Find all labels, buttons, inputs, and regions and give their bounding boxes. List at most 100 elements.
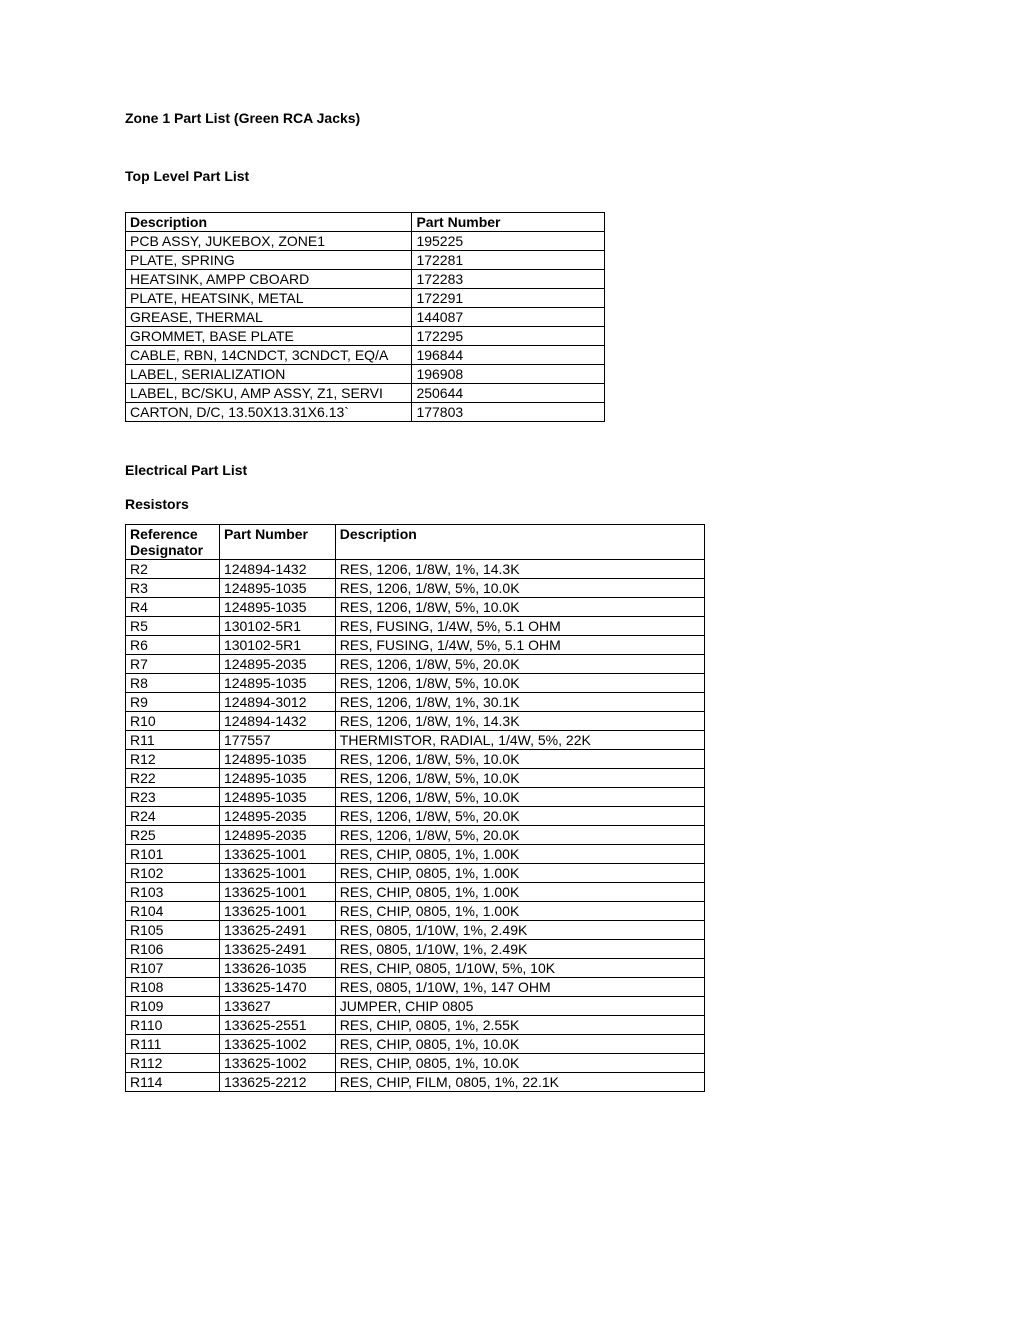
table-cell: R4 [126, 598, 220, 617]
table-cell: RES, 1206, 1/8W, 5%, 10.0K [335, 579, 704, 598]
resistors-heading: Resistors [125, 496, 895, 512]
table-cell: PCB ASSY, JUKEBOX, ZONE1 [126, 232, 412, 251]
table-cell: PLATE, HEATSINK, METAL [126, 289, 412, 308]
table-cell: R8 [126, 674, 220, 693]
table-cell: R110 [126, 1016, 220, 1035]
table-cell: RES, 1206, 1/8W, 1%, 14.3K [335, 712, 704, 731]
table-cell: 133625-1001 [219, 864, 335, 883]
table-cell: 250644 [412, 384, 605, 403]
table-cell: RES, 0805, 1/10W, 1%, 2.49K [335, 921, 704, 940]
table-cell: RES, CHIP, 0805, 1%, 1.00K [335, 845, 704, 864]
table-row: R24124895-2035RES, 1206, 1/8W, 5%, 20.0K [126, 807, 705, 826]
table-cell: R102 [126, 864, 220, 883]
table-cell: GREASE, THERMAL [126, 308, 412, 327]
table-cell: 195225 [412, 232, 605, 251]
table-cell: 133625-1001 [219, 845, 335, 864]
table-row: R5130102-5R1RES, FUSING, 1/4W, 5%, 5.1 O… [126, 617, 705, 636]
table-cell: RES, CHIP, 0805, 1%, 1.00K [335, 902, 704, 921]
table-cell: JUMPER, CHIP 0805 [335, 997, 704, 1016]
table-row: R109133627JUMPER, CHIP 0805 [126, 997, 705, 1016]
table-cell: R104 [126, 902, 220, 921]
table-cell: R23 [126, 788, 220, 807]
table-cell: 133625-1470 [219, 978, 335, 997]
table-row: R10124894-1432RES, 1206, 1/8W, 1%, 14.3K [126, 712, 705, 731]
table-cell: 133626-1035 [219, 959, 335, 978]
table-cell: RES, 1206, 1/8W, 5%, 10.0K [335, 674, 704, 693]
table-cell: 133625-1002 [219, 1035, 335, 1054]
electrical-heading: Electrical Part List [125, 462, 895, 478]
table-row: CARTON, D/C, 13.50X13.31X6.13`177803 [126, 403, 605, 422]
table-row: R4124895-1035RES, 1206, 1/8W, 5%, 10.0K [126, 598, 705, 617]
table-cell: 133625-1001 [219, 883, 335, 902]
table-row: R106133625-2491RES, 0805, 1/10W, 1%, 2.4… [126, 940, 705, 959]
table-row: R12124895-1035RES, 1206, 1/8W, 5%, 10.0K [126, 750, 705, 769]
page-title: Zone 1 Part List (Green RCA Jacks) [125, 110, 895, 126]
table-cell: GROMMET, BASE PLATE [126, 327, 412, 346]
spacer [125, 126, 895, 168]
table-cell: 133625-2491 [219, 940, 335, 959]
table-cell: R103 [126, 883, 220, 902]
table-cell: THERMISTOR, RADIAL, 1/4W, 5%, 22K [335, 731, 704, 750]
table-cell: 130102-5R1 [219, 636, 335, 655]
table-cell: RES, CHIP, 0805, 1%, 1.00K [335, 883, 704, 902]
table-row: R8124895-1035RES, 1206, 1/8W, 5%, 10.0K [126, 674, 705, 693]
table-cell: 144087 [412, 308, 605, 327]
table-header-row: Reference Designator Part Number Descrip… [126, 525, 705, 560]
table-cell: RES, 1206, 1/8W, 5%, 10.0K [335, 769, 704, 788]
table-cell: 124895-2035 [219, 807, 335, 826]
table-row: R9124894-3012RES, 1206, 1/8W, 1%, 30.1K [126, 693, 705, 712]
table-row: R104133625-1001RES, CHIP, 0805, 1%, 1.00… [126, 902, 705, 921]
table-cell: 124895-1035 [219, 750, 335, 769]
table-cell: RES, 1206, 1/8W, 5%, 20.0K [335, 826, 704, 845]
table-cell: 124895-1035 [219, 579, 335, 598]
col-header-description: Description [126, 213, 412, 232]
table-cell: CARTON, D/C, 13.50X13.31X6.13` [126, 403, 412, 422]
table-cell: 124894-1432 [219, 560, 335, 579]
table-cell: 172295 [412, 327, 605, 346]
table-row: R25124895-2035RES, 1206, 1/8W, 5%, 20.0K [126, 826, 705, 845]
table-cell: R108 [126, 978, 220, 997]
table-cell: RES, 0805, 1/10W, 1%, 2.49K [335, 940, 704, 959]
table-row: R108133625-1470RES, 0805, 1/10W, 1%, 147… [126, 978, 705, 997]
table-row: LABEL, BC/SKU, AMP ASSY, Z1, SERVI250644 [126, 384, 605, 403]
table-cell: R112 [126, 1054, 220, 1073]
table-cell: 172283 [412, 270, 605, 289]
table-cell: 124895-1035 [219, 769, 335, 788]
table-cell: PLATE, SPRING [126, 251, 412, 270]
table-row: GROMMET, BASE PLATE172295 [126, 327, 605, 346]
table-cell: 124895-2035 [219, 826, 335, 845]
table-cell: R22 [126, 769, 220, 788]
table-cell: 130102-5R1 [219, 617, 335, 636]
table-cell: R106 [126, 940, 220, 959]
table-cell: R105 [126, 921, 220, 940]
table-row: R11177557THERMISTOR, RADIAL, 1/4W, 5%, 2… [126, 731, 705, 750]
table-cell: R101 [126, 845, 220, 864]
table-row: R102133625-1001RES, CHIP, 0805, 1%, 1.00… [126, 864, 705, 883]
table-cell: R111 [126, 1035, 220, 1054]
table-row: LABEL, SERIALIZATION196908 [126, 365, 605, 384]
table-cell: 124894-1432 [219, 712, 335, 731]
table-cell: 124894-3012 [219, 693, 335, 712]
table-cell: 133625-2551 [219, 1016, 335, 1035]
table-row: R6130102-5R1RES, FUSING, 1/4W, 5%, 5.1 O… [126, 636, 705, 655]
table-cell: RES, 1206, 1/8W, 1%, 30.1K [335, 693, 704, 712]
table-cell: 133625-1002 [219, 1054, 335, 1073]
table-cell: R109 [126, 997, 220, 1016]
table-cell: R2 [126, 560, 220, 579]
table-cell: RES, CHIP, FILM, 0805, 1%, 22.1K [335, 1073, 704, 1092]
table-row: R110133625-2551RES, CHIP, 0805, 1%, 2.55… [126, 1016, 705, 1035]
table-cell: 172291 [412, 289, 605, 308]
table-row: R7124895-2035RES, 1206, 1/8W, 5%, 20.0K [126, 655, 705, 674]
table-cell: 133625-1001 [219, 902, 335, 921]
table-cell: RES, 1206, 1/8W, 5%, 20.0K [335, 807, 704, 826]
table-cell: R6 [126, 636, 220, 655]
table-row: R101133625-1001RES, CHIP, 0805, 1%, 1.00… [126, 845, 705, 864]
table-row: PLATE, HEATSINK, METAL172291 [126, 289, 605, 308]
table-cell: RES, 0805, 1/10W, 1%, 147 OHM [335, 978, 704, 997]
table-cell: R9 [126, 693, 220, 712]
table-cell: R24 [126, 807, 220, 826]
table-row: R3124895-1035RES, 1206, 1/8W, 5%, 10.0K [126, 579, 705, 598]
table-cell: HEATSINK, AMPP CBOARD [126, 270, 412, 289]
table-cell: R11 [126, 731, 220, 750]
col-header-description: Description [335, 525, 704, 560]
